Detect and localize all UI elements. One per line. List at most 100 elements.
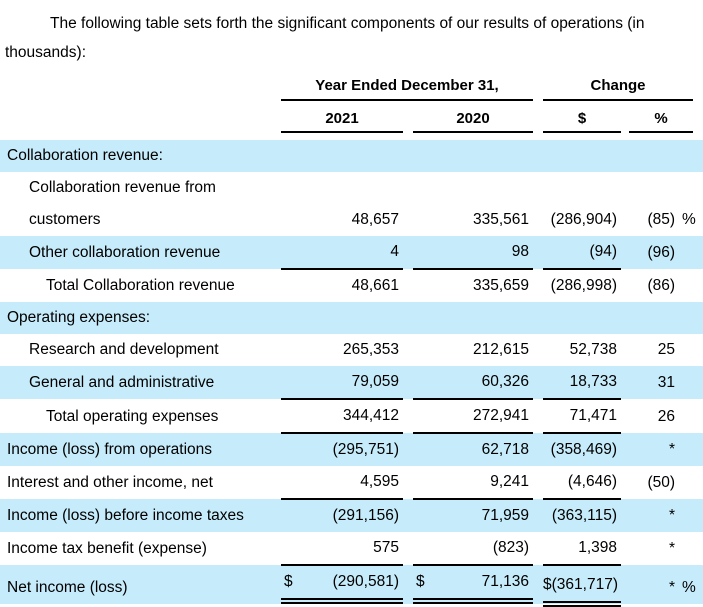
percent-suffix: % xyxy=(682,211,696,228)
gap xyxy=(533,236,543,269)
value-2020: 335,561 xyxy=(472,211,530,228)
col-header-percent-change: % xyxy=(629,101,703,133)
value-2021: (295,751) xyxy=(332,441,399,458)
gap xyxy=(403,565,413,604)
dollar-sign: $ xyxy=(284,573,293,590)
change-dollar-value: 71,471 xyxy=(543,399,622,434)
gap xyxy=(621,565,629,604)
change-percent-value: * xyxy=(668,507,676,524)
row-label: Income tax benefit (expense) xyxy=(7,540,207,557)
gap xyxy=(533,399,543,433)
gap xyxy=(403,399,413,433)
row-label: Other collaboration revenue xyxy=(29,244,221,261)
gap xyxy=(403,236,413,269)
value-2020: 71,959 xyxy=(481,507,530,524)
percent-suffix xyxy=(675,399,703,433)
percent-suffix xyxy=(675,466,703,499)
change-dollar-value: 1,398 xyxy=(543,532,622,566)
gap xyxy=(621,366,629,399)
change-dollar-value: $(361,717) xyxy=(543,565,622,607)
row-label: Collaboration revenue from customers xyxy=(29,179,216,228)
value-2021: 344,412 xyxy=(281,399,403,434)
change-group-label: Change xyxy=(543,77,694,101)
change-percent-value: * xyxy=(668,579,676,596)
gap xyxy=(621,466,629,499)
table-row-section-operating-expenses: Operating expenses: xyxy=(0,302,703,334)
col-header-dollar-change: $ xyxy=(543,101,622,133)
gap xyxy=(403,532,413,565)
percent-suffix xyxy=(675,236,703,269)
value-2021: $ (290,581) xyxy=(281,566,403,604)
group-header-row: Year Ended December 31, Change xyxy=(0,77,703,101)
gap xyxy=(621,399,629,433)
gap xyxy=(533,532,543,565)
dollar-sign: $ xyxy=(416,573,425,590)
row-label: Research and development xyxy=(29,341,219,358)
gap xyxy=(621,499,629,532)
change-percent-value: (85) xyxy=(647,211,676,228)
gap xyxy=(533,172,543,236)
value-2021: (291,156) xyxy=(332,507,399,524)
spacer-row xyxy=(0,133,703,140)
gap xyxy=(621,433,629,466)
gap xyxy=(403,466,413,499)
table-row-general-and-administrative: General and administrative 79,059 60,326… xyxy=(0,366,703,400)
change-percent-value: 26 xyxy=(657,408,676,425)
change-percent-value: (96) xyxy=(647,244,676,261)
gap xyxy=(621,334,629,366)
percent-suffix xyxy=(675,366,703,399)
gap xyxy=(621,269,629,302)
gap xyxy=(533,101,543,133)
column-header-row: 2021 2020 $ % xyxy=(0,101,703,133)
row-label: Income (loss) before income taxes xyxy=(7,507,244,524)
table-row-net-income-loss: Net income (loss) $ (290,581) $ 71,136 $… xyxy=(0,565,703,607)
value-2020: 212,615 xyxy=(472,341,530,358)
table-row-other-collaboration-revenue: Other collaboration revenue 4 98 (94) (9… xyxy=(0,236,703,270)
change-percent-value: (50) xyxy=(647,474,676,491)
gap xyxy=(533,466,543,499)
change-dollar-value: (94) xyxy=(543,236,622,270)
gap xyxy=(533,499,543,532)
col-header-2020: 2020 xyxy=(413,101,534,133)
label-column-spacer xyxy=(0,77,281,101)
table-row-interest-and-other-income-net: Interest and other income, net 4,595 9,2… xyxy=(0,466,703,500)
row-label: Net income (loss) xyxy=(7,579,128,596)
table-row-total-operating-expenses: Total operating expenses 344,412 272,941… xyxy=(0,399,703,434)
gap xyxy=(403,172,413,236)
percent-suffix xyxy=(675,499,703,532)
row-label: General and administrative xyxy=(29,374,215,391)
year-ended-group-label: Year Ended December 31, xyxy=(281,77,534,101)
gap xyxy=(403,366,413,399)
change-dollar-value: (4,646) xyxy=(543,466,622,500)
change-percent-value: 25 xyxy=(657,341,676,358)
amount: (290,581) xyxy=(332,573,399,590)
row-label: Collaboration revenue: xyxy=(7,147,163,164)
value-2020: 272,941 xyxy=(413,399,534,434)
gap xyxy=(533,565,543,604)
gap xyxy=(621,532,629,565)
change-dollar-value: (358,469) xyxy=(550,441,618,458)
row-label: Total Collaboration revenue xyxy=(46,277,235,294)
gap xyxy=(403,101,413,133)
value-2021: 48,661 xyxy=(351,277,399,294)
percent-suffix xyxy=(675,334,703,366)
value-2021: 265,353 xyxy=(342,341,399,358)
table-row-collaboration-revenue-from-customers: Collaboration revenue from customers 48,… xyxy=(0,172,703,236)
year-ended-group-header: Year Ended December 31, xyxy=(281,77,534,101)
gap xyxy=(533,366,543,399)
row-label: Total operating expenses xyxy=(46,408,219,425)
change-dollar-value: (286,998) xyxy=(550,277,618,294)
table-row-income-loss-before-income-taxes: Income (loss) before income taxes (291,1… xyxy=(0,499,703,532)
table-row-income-tax-benefit-expense: Income tax benefit (expense) 575 (823) 1… xyxy=(0,532,703,566)
value-2020: 60,326 xyxy=(413,366,534,400)
percent-suffix xyxy=(675,433,703,466)
change-group-header: Change xyxy=(543,77,703,101)
gap xyxy=(621,101,629,133)
percent-suffix: % xyxy=(682,579,696,596)
table-row-section-collaboration-revenue: Collaboration revenue: xyxy=(0,140,703,172)
value-2021: 79,059 xyxy=(281,366,403,400)
gap xyxy=(403,269,413,302)
value-2020: 335,659 xyxy=(472,277,530,294)
gap xyxy=(533,433,543,466)
results-of-operations-table: Year Ended December 31, Change 2021 2020 xyxy=(0,77,703,607)
